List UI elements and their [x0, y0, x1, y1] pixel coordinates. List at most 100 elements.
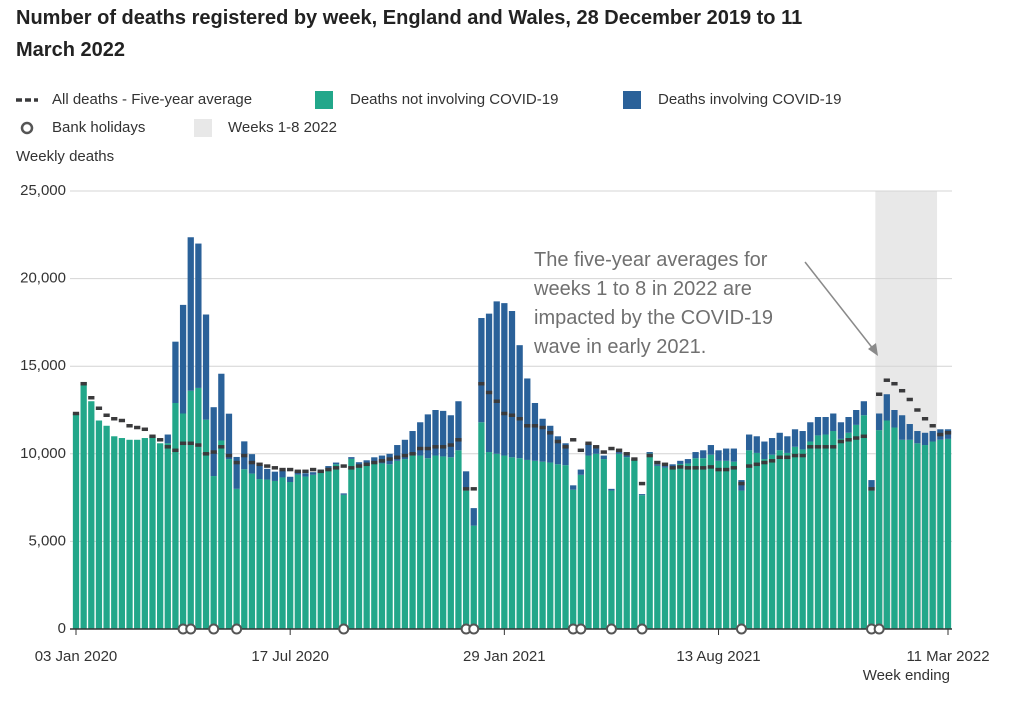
bar: [761, 459, 768, 629]
bar: [677, 460, 684, 464]
bar: [409, 455, 416, 629]
bar: [883, 420, 890, 629]
bar: [485, 313, 493, 453]
bar: [661, 466, 669, 468]
bar: [654, 465, 661, 629]
bar: [608, 488, 615, 491]
bar: [440, 456, 447, 629]
y-tick-label: 15,000: [20, 357, 66, 374]
bar: [493, 453, 500, 629]
bar: [937, 439, 944, 629]
bar: [371, 462, 378, 629]
bar: [593, 453, 600, 629]
bar: [860, 415, 867, 629]
bar: [807, 422, 814, 442]
legend-label: Deaths not involving COVID-19: [350, 91, 558, 108]
bar: [317, 472, 324, 629]
bar: [172, 402, 179, 629]
bar: [822, 417, 829, 435]
bar: [608, 490, 615, 629]
bar: [700, 458, 707, 629]
x-tick-label: 29 Jan 2021: [463, 648, 546, 665]
bar: [287, 476, 294, 483]
bar: [853, 410, 860, 425]
bar: [394, 445, 401, 461]
bar: [271, 480, 279, 629]
bar: [141, 438, 148, 629]
bar: [279, 477, 286, 629]
bar: [179, 304, 187, 414]
bar: [363, 463, 370, 629]
bar: [547, 425, 554, 463]
legend-swatch: [315, 91, 333, 109]
highlight-band: [898, 191, 907, 629]
bar: [784, 436, 791, 453]
bar: [876, 430, 883, 629]
bar: [195, 243, 202, 388]
bar: [646, 453, 653, 629]
bank-holiday: [605, 623, 617, 635]
bar: [830, 413, 837, 432]
bar: [570, 489, 577, 629]
bar: [409, 431, 416, 456]
bar: [202, 314, 210, 420]
bar: [225, 459, 233, 629]
bar: [340, 493, 347, 495]
bar: [921, 445, 929, 629]
bar: [684, 459, 692, 464]
bar: [118, 438, 126, 629]
bar: [554, 464, 562, 629]
bar: [111, 436, 118, 629]
bar: [768, 438, 776, 455]
bar: [80, 381, 87, 629]
bar: [256, 479, 263, 629]
legend-label: All deaths - Five-year average: [52, 91, 252, 108]
bar: [845, 432, 852, 629]
bank-holiday: [208, 623, 220, 635]
bar: [417, 422, 424, 456]
bar: [470, 525, 477, 629]
bar: [669, 464, 676, 467]
bar: [600, 455, 607, 460]
bar: [906, 424, 913, 440]
bar: [164, 434, 171, 444]
bar: [516, 345, 523, 459]
bar: [210, 476, 217, 629]
bar: [508, 311, 516, 458]
bar: [202, 419, 210, 629]
bar: [501, 303, 508, 456]
bar: [478, 422, 485, 629]
bank-holiday: [873, 623, 885, 635]
bar: [462, 490, 470, 629]
bank-holiday: [636, 623, 648, 635]
annotation-arrow: [804, 261, 875, 351]
bar: [929, 431, 936, 442]
bar: [539, 461, 546, 629]
legend-label: Weeks 1-8 2022: [228, 119, 337, 136]
bar: [332, 462, 340, 465]
bar: [134, 439, 141, 629]
bar: [623, 457, 630, 629]
bar: [309, 474, 317, 629]
bar: [287, 482, 294, 629]
legend-swatch: [194, 119, 212, 137]
bar: [424, 414, 431, 459]
y-tick-label: 25,000: [20, 182, 66, 199]
bar: [723, 460, 730, 629]
bar: [547, 462, 554, 629]
bar: [179, 413, 187, 629]
bar: [684, 463, 692, 629]
bar: [745, 450, 753, 629]
bar: [944, 438, 952, 629]
bar: [524, 378, 531, 460]
bar: [837, 438, 845, 629]
bar: [898, 415, 906, 440]
annotation-arrowhead: [868, 343, 878, 356]
bar: [432, 455, 439, 629]
bar: [738, 480, 745, 491]
bar: [562, 465, 569, 629]
bar: [157, 443, 164, 629]
bar: [753, 436, 760, 453]
bar: [355, 464, 363, 629]
